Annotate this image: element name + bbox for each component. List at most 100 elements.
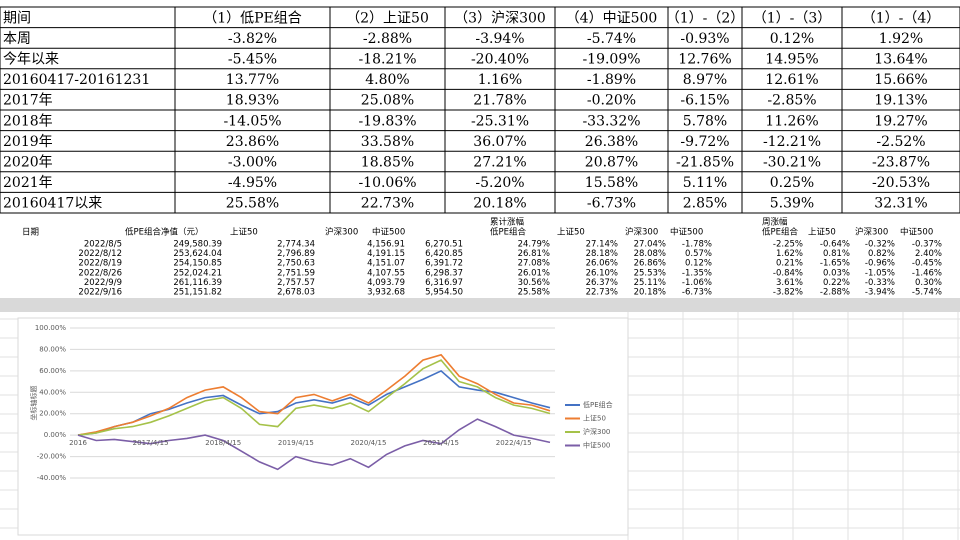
sheet-cell: -5.74% xyxy=(912,288,942,298)
sheet-header: 低PE组合 xyxy=(490,227,526,238)
sheet-cell: 4,107.55 xyxy=(367,268,405,278)
sheet-cell: 0.81% xyxy=(823,249,850,259)
sheet-header: 沪深300 xyxy=(625,227,658,238)
table-cell: （4）中证500 xyxy=(566,10,658,26)
table-cell: 2017年 xyxy=(3,93,53,109)
sheet-header: 上证50 xyxy=(557,228,585,238)
sheet-cell: -1.65% xyxy=(820,259,850,269)
table-cell: 14.95% xyxy=(765,52,818,68)
sheet-cell: -0.96% xyxy=(865,259,895,269)
y-tick-label: 80.00% xyxy=(39,345,66,353)
sheet-cell: 4,151.07 xyxy=(367,259,405,269)
table-cell: 13.64% xyxy=(874,52,927,68)
table-cell: 21.78% xyxy=(473,93,526,109)
sheet-cell: -6.73% xyxy=(682,288,712,298)
sheet-header: 中证500 xyxy=(372,227,405,238)
sheet-cell: 25.11% xyxy=(634,278,666,288)
table-cell: 4.80% xyxy=(365,72,409,88)
sheet-cell: 27.08% xyxy=(518,259,550,269)
x-tick-label: 2016 xyxy=(69,439,87,447)
sheet-cell: 249,580.39 xyxy=(173,240,222,250)
sheet-cell: -0.45% xyxy=(912,259,942,269)
sheet-cell: 253,624.04 xyxy=(173,249,222,259)
table-cell: （2）上证50 xyxy=(346,10,429,26)
table-cell: -20.53% xyxy=(872,175,930,191)
table-cell: -1.89% xyxy=(587,72,636,88)
sheet-cell: 0.22% xyxy=(823,278,850,288)
table-cell: 2.85% xyxy=(683,196,727,212)
table-cell: 20160417-20161231 xyxy=(3,72,150,88)
sheet-cell: 2,751.59 xyxy=(277,268,315,278)
table-cell: -0.93% xyxy=(680,31,729,47)
sheet-cell: 2022/9/16 xyxy=(78,288,122,298)
table-cell: -14.05% xyxy=(223,113,281,129)
table-cell: 15.58% xyxy=(585,175,638,191)
sheet-header: 中证500 xyxy=(900,227,933,238)
sheet-header: 沪深300 xyxy=(325,227,358,238)
table-cell: （1）-（2） xyxy=(666,10,745,26)
sheet-cell: -1.78% xyxy=(682,240,712,250)
sheet-header: 日期 xyxy=(22,228,39,238)
table-cell: -25.31% xyxy=(471,113,529,129)
table-cell: -4.95% xyxy=(228,175,277,191)
table-cell: 5.78% xyxy=(683,113,727,129)
table-cell: 5.39% xyxy=(770,196,814,212)
sheet-cell: 2,774.34 xyxy=(277,240,315,250)
sheet-cell: 0.82% xyxy=(868,249,895,259)
legend-label: 沪深300 xyxy=(583,427,610,436)
table-cell: -6.15% xyxy=(680,93,729,109)
legend-label: 中证500 xyxy=(583,441,610,450)
table-cell: -10.06% xyxy=(358,175,416,191)
y-tick-label: 40.00% xyxy=(39,388,66,396)
sheet-cell: 1.62% xyxy=(776,249,803,259)
sheet-cell: 0.12% xyxy=(685,259,712,269)
series-line xyxy=(77,369,551,436)
sheet-cell: 0.57% xyxy=(685,249,712,259)
sheet-cell: 3,932.68 xyxy=(367,288,405,298)
series-line xyxy=(77,359,551,436)
table-cell: -5.20% xyxy=(475,175,524,191)
table-cell: 20.87% xyxy=(585,155,638,171)
sheet-cell: 2022/8/12 xyxy=(78,249,122,259)
y-tick-label: 0.00% xyxy=(44,431,67,439)
sheet-cell: 6,270.51 xyxy=(425,240,463,250)
table-cell: 8.97% xyxy=(683,72,727,88)
table-cell: 11.26% xyxy=(765,113,818,129)
table-cell: 32.31% xyxy=(874,196,927,212)
sheet-cell: 251,151.82 xyxy=(173,288,222,298)
sheet-cell: -1.05% xyxy=(865,268,895,278)
sheet-cell: 28.18% xyxy=(586,249,618,259)
table-cell: 今年以来 xyxy=(3,52,59,68)
sheet-cell: 22.73% xyxy=(586,288,618,298)
sheet-cell: -0.33% xyxy=(865,278,895,288)
table-cell: -2.85% xyxy=(767,93,816,109)
sheet-cell: 27.04% xyxy=(634,240,666,250)
sheet-cell: 6,298.37 xyxy=(425,268,463,278)
sheet-cell: 25.58% xyxy=(518,288,550,298)
table-cell: -19.83% xyxy=(358,113,416,129)
sheet-cell: 3.61% xyxy=(776,278,803,288)
series-line xyxy=(77,418,551,471)
table-cell: （1）-（4） xyxy=(862,10,941,26)
sheet-header: 上证50 xyxy=(808,228,836,238)
sheet-cell: -0.84% xyxy=(773,268,803,278)
table-cell: 19.27% xyxy=(874,113,927,129)
sheet-cell: 26.86% xyxy=(634,259,666,269)
table-cell: -3.94% xyxy=(475,31,524,47)
sheet-cell: 2,678.03 xyxy=(277,288,315,298)
table-cell: 18.85% xyxy=(361,155,414,171)
sheet-cell: 4,093.79 xyxy=(367,278,405,288)
table-cell: -33.32% xyxy=(582,113,640,129)
sheet-cell: -3.82% xyxy=(773,288,803,298)
table-cell: 15.66% xyxy=(874,72,927,88)
sheet-cell: -1.46% xyxy=(912,268,942,278)
sheet-cell: 2022/8/5 xyxy=(84,240,122,250)
table-cell: -3.00% xyxy=(228,155,277,171)
table-cell: 期间 xyxy=(3,10,31,26)
sheet-cell: 2022/9/9 xyxy=(84,278,122,288)
table-cell: 26.38% xyxy=(585,134,638,150)
sheet-cell: 4,191.15 xyxy=(367,249,405,259)
y-tick-label: 60.00% xyxy=(39,367,66,375)
sheet-cell: 26.10% xyxy=(586,268,618,278)
